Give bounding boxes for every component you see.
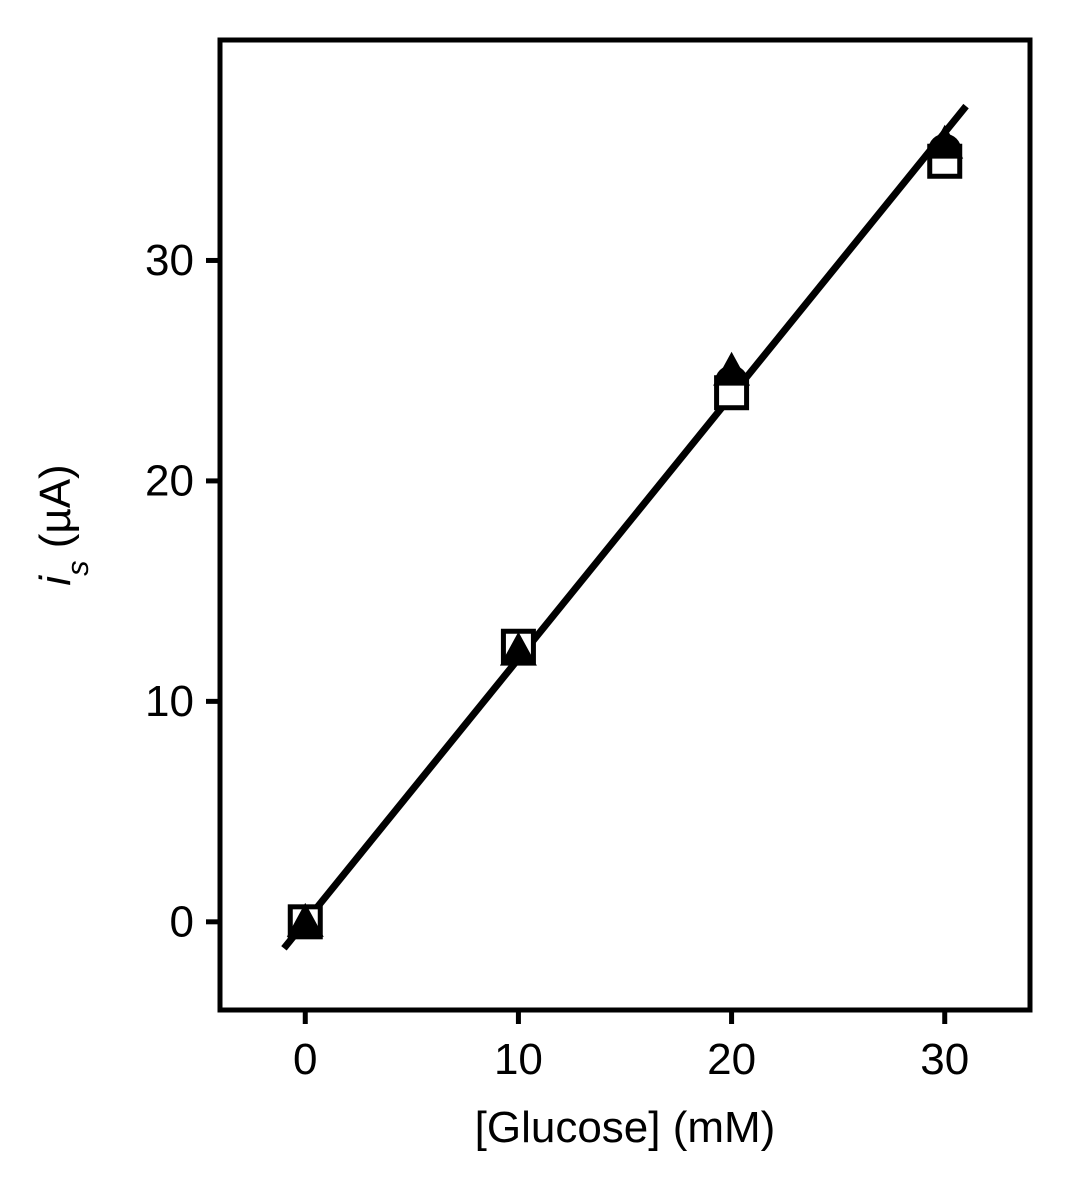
svg-text:0: 0 bbox=[170, 897, 194, 946]
svg-text:20: 20 bbox=[145, 457, 194, 506]
svg-text:30: 30 bbox=[145, 236, 194, 285]
svg-text:30: 30 bbox=[920, 1035, 969, 1084]
svg-text:10: 10 bbox=[494, 1035, 543, 1084]
svg-text:0: 0 bbox=[293, 1035, 317, 1084]
scatter-chart: 01020300102030[Glucose] (mM)is (µA) bbox=[0, 0, 1085, 1182]
svg-text:[Glucose] (mM): [Glucose] (mM) bbox=[475, 1103, 776, 1152]
svg-text:20: 20 bbox=[707, 1035, 756, 1084]
svg-text:10: 10 bbox=[145, 677, 194, 726]
chart-container: 01020300102030[Glucose] (mM)is (µA) bbox=[0, 0, 1085, 1182]
